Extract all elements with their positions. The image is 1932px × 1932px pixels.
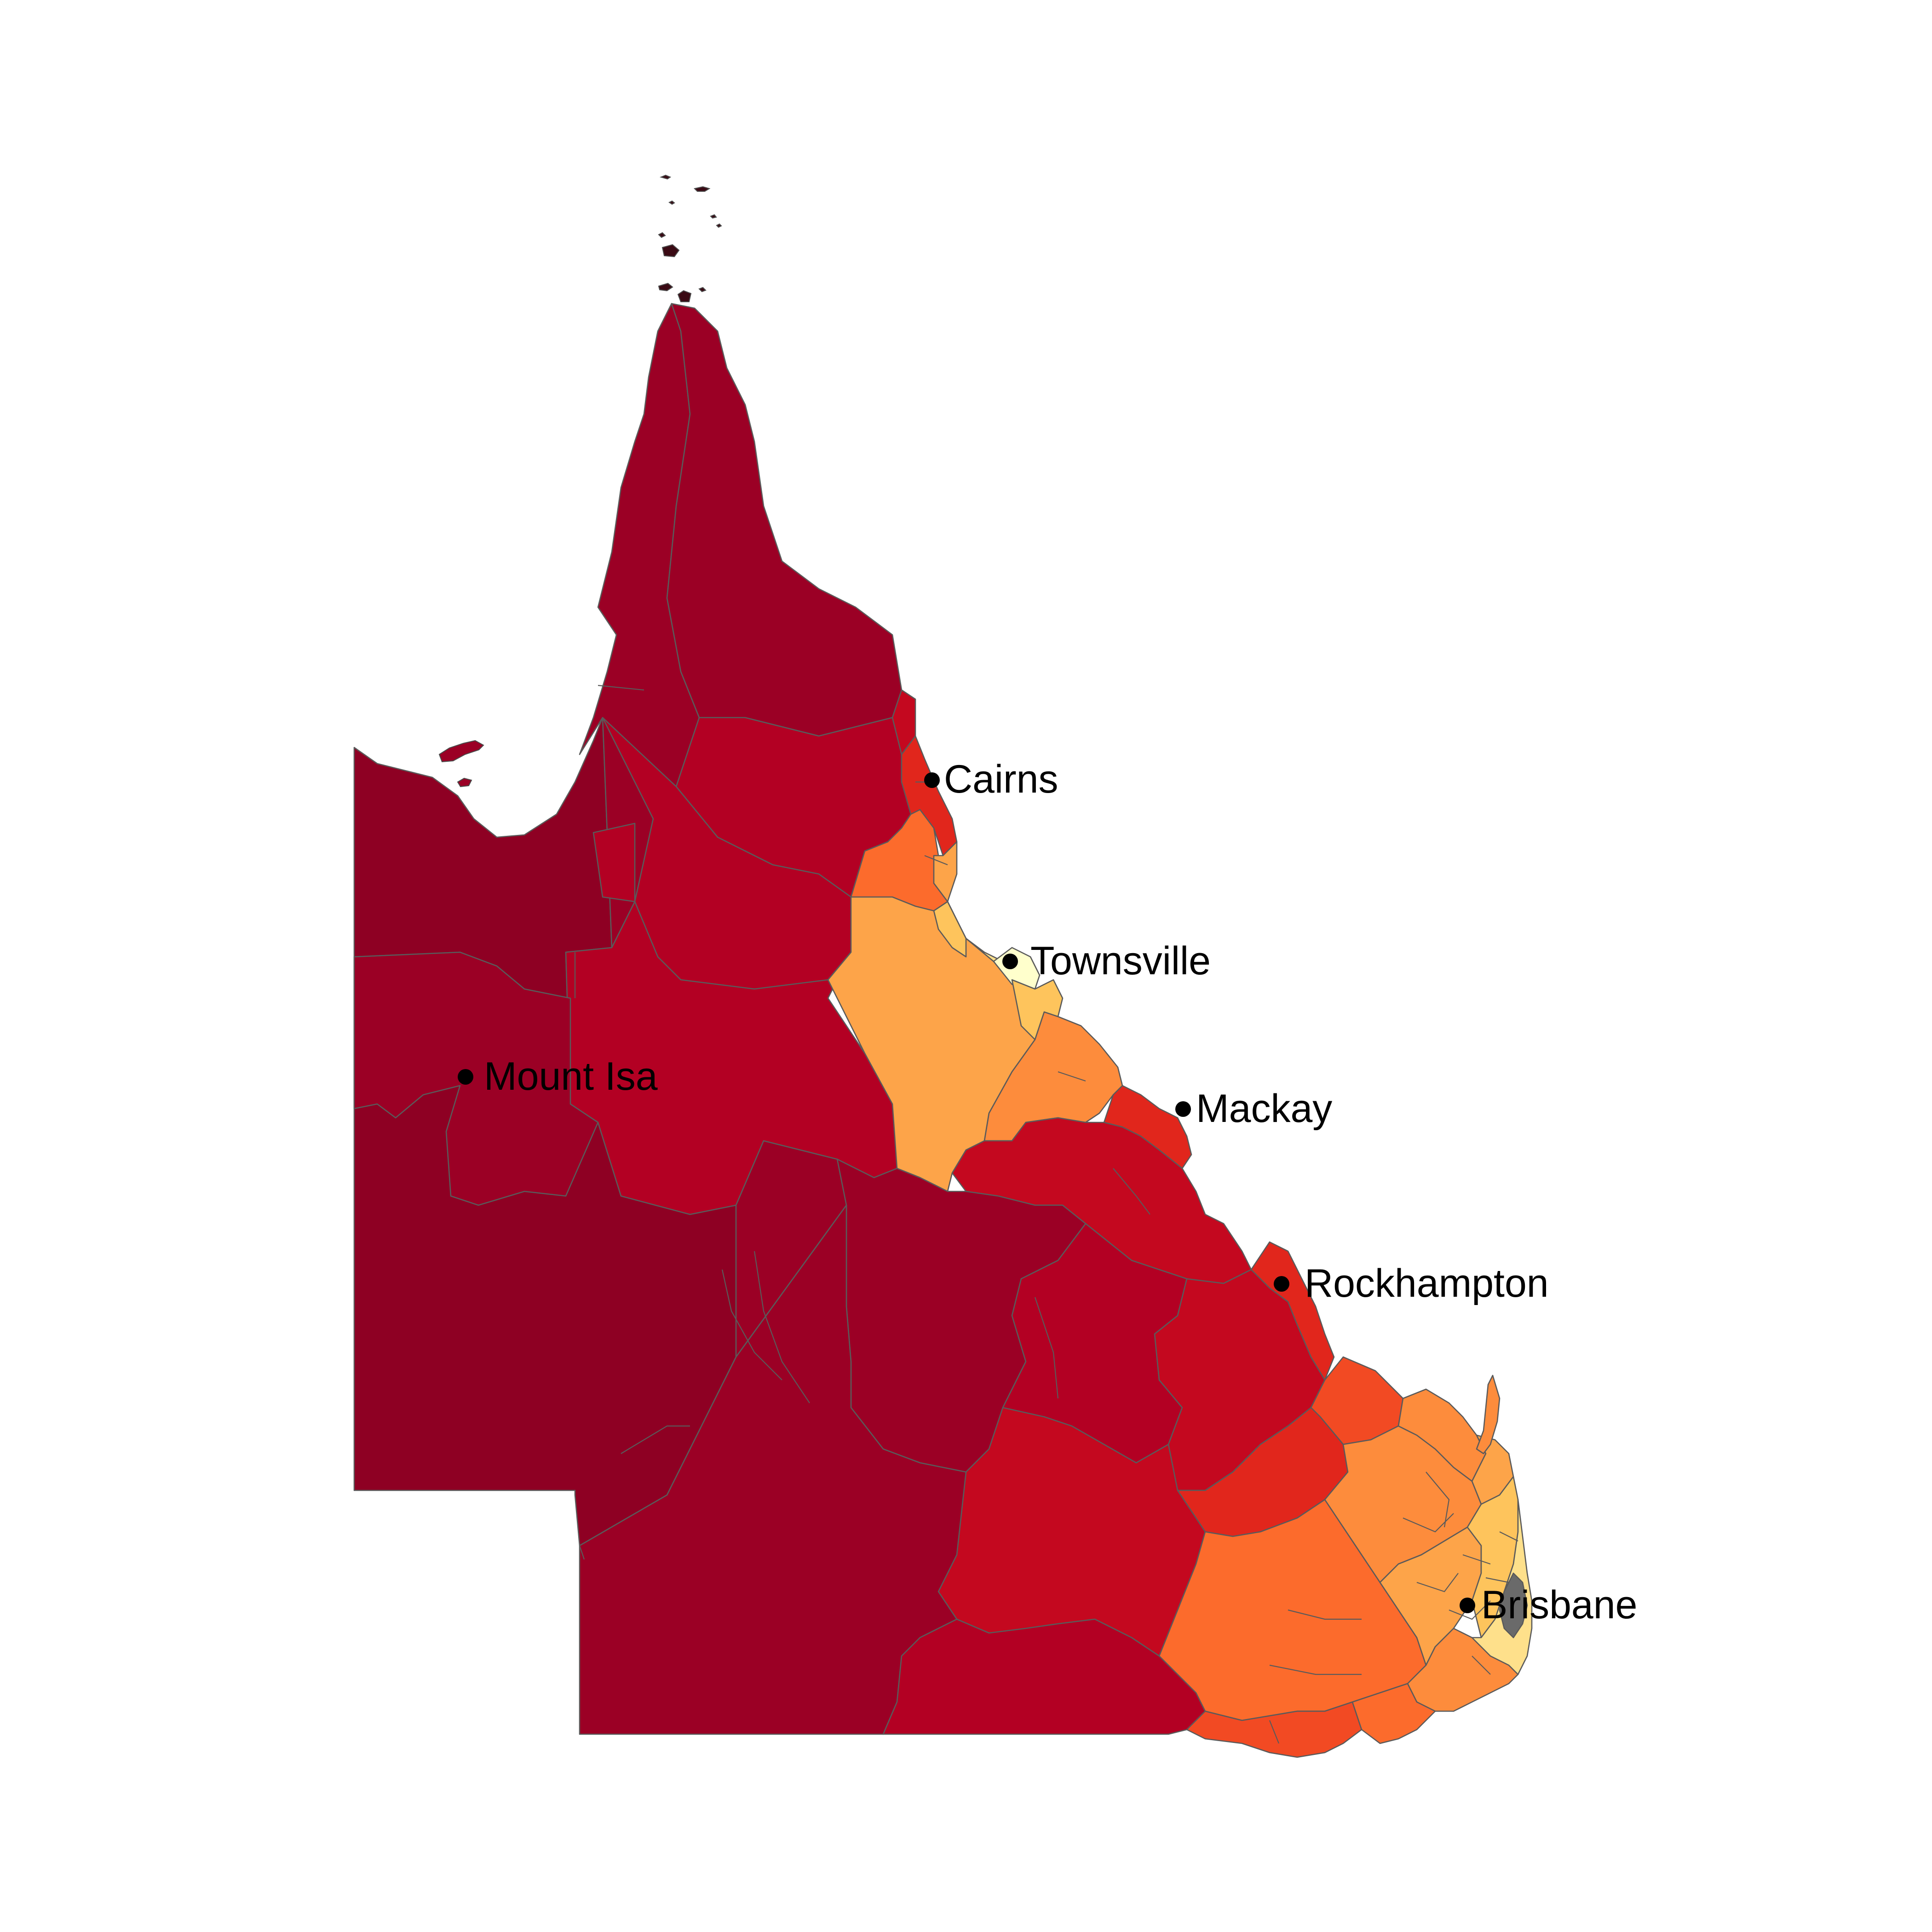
- border-line: [1403, 1513, 1454, 1533]
- border-line: [1113, 1168, 1150, 1215]
- island: [457, 777, 472, 788]
- city-rockhampton-label: Rockhampton: [1305, 1261, 1549, 1305]
- border-line: [1058, 1071, 1086, 1082]
- island: [658, 232, 666, 238]
- border-line: [721, 1269, 782, 1380]
- border-line: [1034, 1297, 1059, 1399]
- region-goondiwindi: [1186, 1701, 1363, 1758]
- city-townsville-dot: [1002, 954, 1018, 969]
- mornington-island: [438, 740, 484, 763]
- city-cairns-label: Cairns: [944, 757, 1058, 801]
- region-livingstone: [1250, 1241, 1335, 1381]
- city-townsville-label: Townsville: [1030, 939, 1211, 983]
- border-line: [1462, 1554, 1491, 1565]
- gulf-islands: [438, 740, 484, 788]
- city-townsville: Townsville: [1002, 939, 1211, 983]
- border-line: [1499, 1531, 1518, 1541]
- island: [698, 287, 707, 293]
- region-quilpie: [579, 1204, 967, 1735]
- city-markers: Cairns Townsville Mount Isa Mackay Rockh…: [458, 757, 1637, 1627]
- city-cairns-dot: [924, 772, 940, 788]
- internal-borders: [354, 684, 1518, 1744]
- city-brisbane: Brisbane: [1460, 1583, 1637, 1627]
- city-mackay-label: Mackay: [1196, 1087, 1332, 1131]
- border-line: [354, 951, 571, 999]
- island: [716, 223, 722, 228]
- border-line: [579, 1545, 585, 1560]
- border-line: [598, 684, 644, 691]
- city-brisbane-dot: [1460, 1598, 1475, 1613]
- regions: [353, 303, 1533, 1758]
- city-mackay: Mackay: [1175, 1087, 1332, 1131]
- region-brisbane-metro: [1499, 1572, 1528, 1639]
- city-mackay-dot: [1175, 1101, 1191, 1117]
- border-line: [1416, 1573, 1459, 1593]
- border-line: [621, 1425, 690, 1454]
- island: [661, 244, 680, 258]
- island: [710, 214, 717, 219]
- torres-strait-islands: [658, 174, 722, 302]
- city-mount-isa-label: Mount Isa: [484, 1054, 658, 1098]
- city-rockhampton: Rockhampton: [1274, 1261, 1549, 1305]
- border-line: [753, 1251, 810, 1403]
- city-mount-isa-dot: [458, 1069, 473, 1085]
- border-line: [1472, 1656, 1491, 1675]
- region-whitsunday: [983, 1011, 1123, 1142]
- island: [659, 174, 672, 180]
- region-fraser-island: [1476, 1374, 1501, 1455]
- region-southern-downs: [1351, 1683, 1436, 1744]
- island: [694, 186, 711, 192]
- border-line: [1269, 1664, 1362, 1675]
- island: [668, 200, 675, 205]
- city-rockhampton-dot: [1274, 1276, 1289, 1292]
- region-hinchinbrook: [933, 901, 967, 958]
- border-line: [1269, 1720, 1280, 1744]
- border-line: [1485, 1577, 1509, 1583]
- island: [677, 290, 692, 302]
- city-mount-isa: Mount Isa: [458, 1054, 658, 1098]
- region-cape-york: [666, 303, 903, 737]
- region-cassowary: [933, 841, 958, 903]
- city-cairns: Cairns: [924, 757, 1058, 801]
- region-douglas: [891, 689, 916, 755]
- border-line: [924, 855, 948, 866]
- border-line: [1449, 1600, 1491, 1620]
- city-brisbane-label: Brisbane: [1481, 1583, 1637, 1627]
- border-line: [1288, 1609, 1362, 1620]
- border-line: [1426, 1472, 1450, 1528]
- island: [658, 282, 673, 292]
